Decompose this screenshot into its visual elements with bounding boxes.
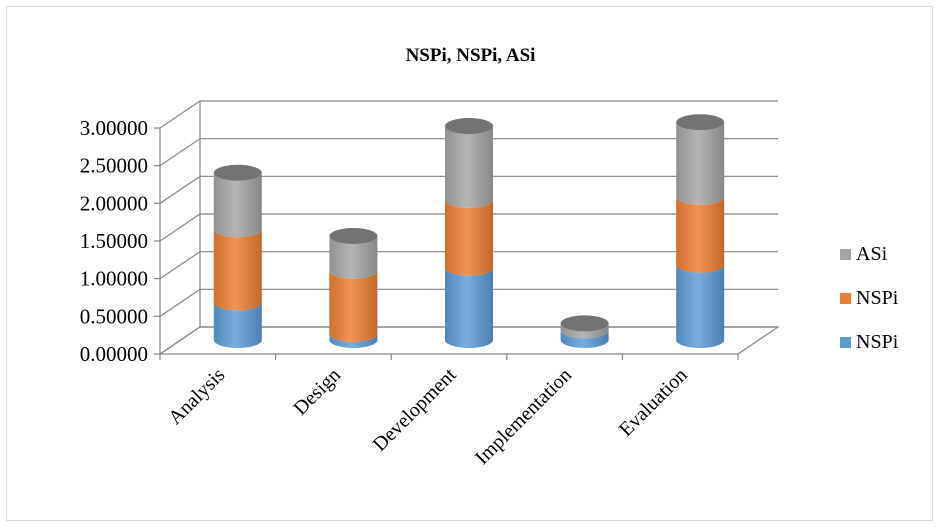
- legend-label: ASi: [856, 243, 888, 265]
- bar-design-nspi-0: [329, 333, 378, 348]
- bar-top-cap: [445, 118, 493, 135]
- bar-stack: [676, 114, 725, 348]
- chart-title: NSPi, NSPi, ASi: [405, 45, 536, 66]
- legend-swatch: [840, 293, 851, 304]
- bar-analysis-asi-2: [213, 172, 262, 238]
- y-tick-label: 0.50000: [80, 304, 148, 328]
- y-tick-label: 2.00000: [80, 191, 148, 215]
- bar-evaluation-nspi-1: [676, 196, 725, 273]
- bar-top-cap: [329, 228, 378, 245]
- bar-top-cap: [676, 114, 725, 131]
- bar-evaluation-asi-2: [676, 122, 725, 205]
- bar-stack: [329, 228, 378, 348]
- bar-stack: [445, 118, 493, 348]
- bar-design-nspi-1: [329, 270, 378, 342]
- bar-stack: [213, 164, 262, 348]
- y-tick-label: 0.00000: [80, 342, 148, 366]
- bar-evaluation-nspi-0: [676, 264, 725, 348]
- legend-swatch: [840, 337, 851, 348]
- category-label: Evaluation: [615, 364, 692, 441]
- y-axis-tick-labels: 0.00000 0.50000 1.00000 1.50000 2.00000 2.500…: [80, 116, 148, 366]
- bar-development-nspi-1: [445, 199, 493, 276]
- bar-analysis-nspi-0: [213, 302, 262, 348]
- category-label: Implementation: [471, 364, 576, 469]
- bar-implementation-nspi-0: [560, 330, 609, 348]
- legend-label: NSPi: [856, 331, 899, 353]
- bar-top-cap: [213, 164, 262, 181]
- bar-implementation-asi-2: [560, 323, 609, 339]
- y-tick-label: 1.50000: [80, 229, 148, 253]
- legend-swatch: [840, 249, 851, 260]
- bar-development-asi-2: [445, 126, 493, 208]
- legend-label: NSPi: [856, 287, 899, 309]
- bar-stack: [560, 315, 609, 348]
- bar-development-nspi-0: [445, 267, 493, 348]
- bars: [213, 114, 725, 348]
- bar-analysis-nspi-1: [213, 229, 262, 311]
- x-axis-category-labels: Analysis Design Development Implementation E…: [164, 364, 691, 469]
- y-tick-label: 1.00000: [80, 267, 148, 291]
- y-tick-label: 2.50000: [80, 154, 148, 178]
- bar-top-cap: [560, 315, 609, 332]
- bar-design-asi-2: [329, 236, 378, 279]
- category-label: Development: [369, 364, 461, 456]
- plot-walls: [154, 100, 780, 360]
- category-label: Analysis: [164, 364, 229, 429]
- y-tick-label: 3.00000: [80, 116, 148, 140]
- legend: ASi NSPi NSPi: [840, 243, 899, 353]
- category-label: Design: [289, 364, 345, 420]
